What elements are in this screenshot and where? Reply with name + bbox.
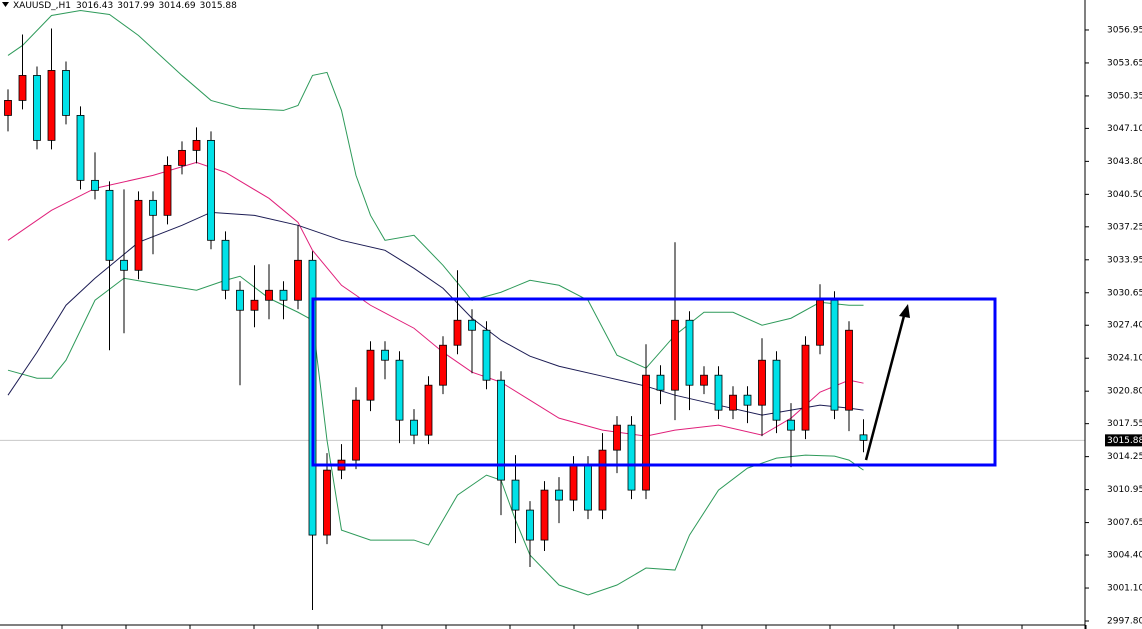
y-tick-label: 3053.65	[1107, 58, 1142, 68]
range-box	[311, 297, 997, 467]
plot-area	[0, 9, 1085, 611]
candle-body	[294, 259, 302, 301]
candle-body	[468, 319, 476, 331]
y-tick-label: 3043.80	[1107, 157, 1142, 167]
y-tick-label: 3050.35	[1107, 91, 1142, 101]
candle-body	[207, 139, 215, 241]
candle-body	[787, 419, 795, 431]
candle-body	[439, 344, 447, 386]
candle-body	[366, 349, 375, 401]
candle-body	[627, 424, 636, 491]
candle-body	[265, 289, 273, 301]
candle-body	[4, 100, 12, 116]
candle-body	[250, 299, 259, 311]
candle-body	[33, 75, 41, 141]
candle-body	[482, 329, 491, 381]
y-tick-label: 3014.25	[1107, 452, 1142, 462]
high-value: 3017.99	[117, 1, 154, 11]
arrow-shaft	[864, 311, 907, 461]
y-tick-label: 3004.40	[1107, 551, 1142, 561]
candle-body	[714, 374, 723, 411]
candle-body	[685, 319, 694, 386]
candle-body	[134, 199, 143, 271]
candle-body	[845, 329, 853, 411]
candle-body	[758, 359, 766, 406]
y-tick-label: 3030.65	[1107, 288, 1142, 298]
candle-body	[772, 359, 781, 421]
y-tick-label: 3007.65	[1107, 518, 1142, 528]
candle-body	[511, 479, 520, 511]
candle-body	[221, 239, 230, 291]
y-tick-label: 3027.40	[1107, 321, 1142, 331]
y-tick-label: 3020.80	[1107, 387, 1142, 397]
candle-body	[163, 164, 172, 216]
candle-body	[424, 384, 433, 436]
candle-body	[497, 379, 505, 481]
candle-body	[859, 434, 868, 441]
header: XAUUSD_,H1 3016.43 3017.99 3014.69 3015.88	[13, 1, 237, 11]
candle-body	[105, 189, 114, 261]
candle-body	[395, 359, 404, 421]
candle-body	[700, 374, 708, 386]
low-value: 3014.69	[158, 1, 195, 11]
candle-body	[381, 349, 389, 361]
candle-body	[323, 469, 331, 536]
y-tick-label: 2997.80	[1107, 617, 1142, 627]
y-tick-label: 3056.95	[1107, 25, 1142, 35]
arrow-head	[899, 304, 910, 318]
indicator-line	[7, 161, 864, 437]
candle-body	[830, 299, 839, 411]
candle-body	[816, 299, 824, 346]
candle-body	[555, 489, 563, 501]
y-tick-label: 3024.10	[1107, 354, 1142, 364]
close-value: 3015.88	[200, 1, 237, 11]
candle-body	[62, 70, 70, 116]
candle-body	[192, 139, 201, 151]
symbol: XAUUSD_,H1	[13, 1, 71, 11]
candle-body	[540, 489, 549, 541]
candle-body	[279, 289, 288, 301]
candle-body	[91, 179, 99, 191]
candle-body	[149, 199, 157, 216]
candle-body	[569, 464, 578, 501]
candle-body	[743, 394, 752, 406]
indicator-line	[7, 9, 864, 369]
candle-body	[410, 419, 418, 436]
candle-body	[801, 344, 810, 431]
y-tick-label: 3037.25	[1107, 222, 1142, 232]
indicator-line	[7, 275, 864, 596]
price-label-box	[1105, 434, 1142, 447]
candle-body	[598, 449, 607, 511]
candle-body	[671, 319, 679, 391]
menu-icon[interactable]	[2, 2, 9, 7]
candle-body	[642, 374, 650, 491]
y-tick-label: 3001.10	[1107, 584, 1142, 594]
candle-body	[526, 509, 534, 541]
candle-body	[656, 374, 665, 391]
candle-body	[120, 259, 128, 271]
candle-body	[584, 464, 592, 511]
candle-body	[178, 149, 186, 166]
candle-body	[453, 319, 462, 346]
candle-body	[76, 115, 85, 181]
candle-body	[613, 424, 621, 451]
arrow	[864, 304, 910, 461]
y-tick-label: 3047.10	[1107, 124, 1142, 134]
candle-body	[729, 394, 737, 411]
y-tick-label: 3010.95	[1107, 485, 1142, 495]
candle-body	[18, 75, 27, 101]
candle-body	[47, 70, 56, 141]
candle-body	[236, 289, 244, 311]
y-tick-label: 3040.50	[1107, 190, 1142, 200]
y-tick-label: 3033.95	[1107, 255, 1142, 265]
price-label: 3015.88	[1107, 436, 1142, 446]
open-value: 3016.43	[76, 1, 113, 11]
y-tick-label: 3017.55	[1107, 419, 1142, 429]
candle-body	[352, 399, 360, 461]
